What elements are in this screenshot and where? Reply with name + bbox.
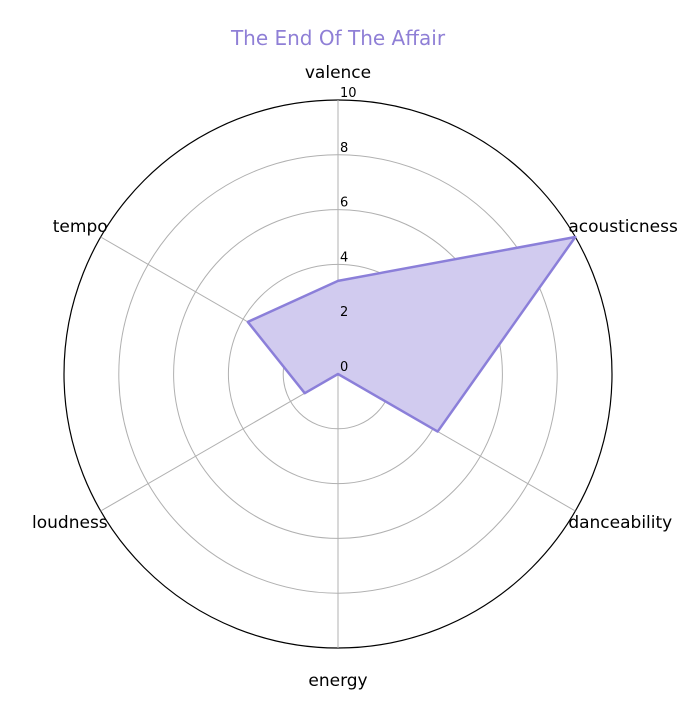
label-layer: valence acousticness danceability energy lou… xyxy=(32,63,678,691)
axis-label-acousticness: acousticness xyxy=(568,217,678,237)
axis-label-danceability: danceability xyxy=(568,513,672,533)
r-tick-label-8: 8 xyxy=(340,141,348,156)
spoke-loudness xyxy=(100,373,339,512)
axis-label-energy: energy xyxy=(308,671,367,691)
tick-layer: 0 2 4 6 8 10 xyxy=(340,86,357,375)
r-tick-label-4: 4 xyxy=(340,250,348,265)
axis-label-tempo: tempo xyxy=(53,217,108,237)
r-tick-label-0: 0 xyxy=(340,360,348,375)
axis-label-loudness: loudness xyxy=(32,513,108,533)
chart-title: The End Of The Affair xyxy=(230,26,446,50)
r-tick-label-10: 10 xyxy=(340,86,357,101)
axis-label-valence: valence xyxy=(305,63,371,83)
r-tick-label-6: 6 xyxy=(340,196,348,211)
series-layer xyxy=(246,235,577,433)
r-tick-label-2: 2 xyxy=(340,305,348,320)
